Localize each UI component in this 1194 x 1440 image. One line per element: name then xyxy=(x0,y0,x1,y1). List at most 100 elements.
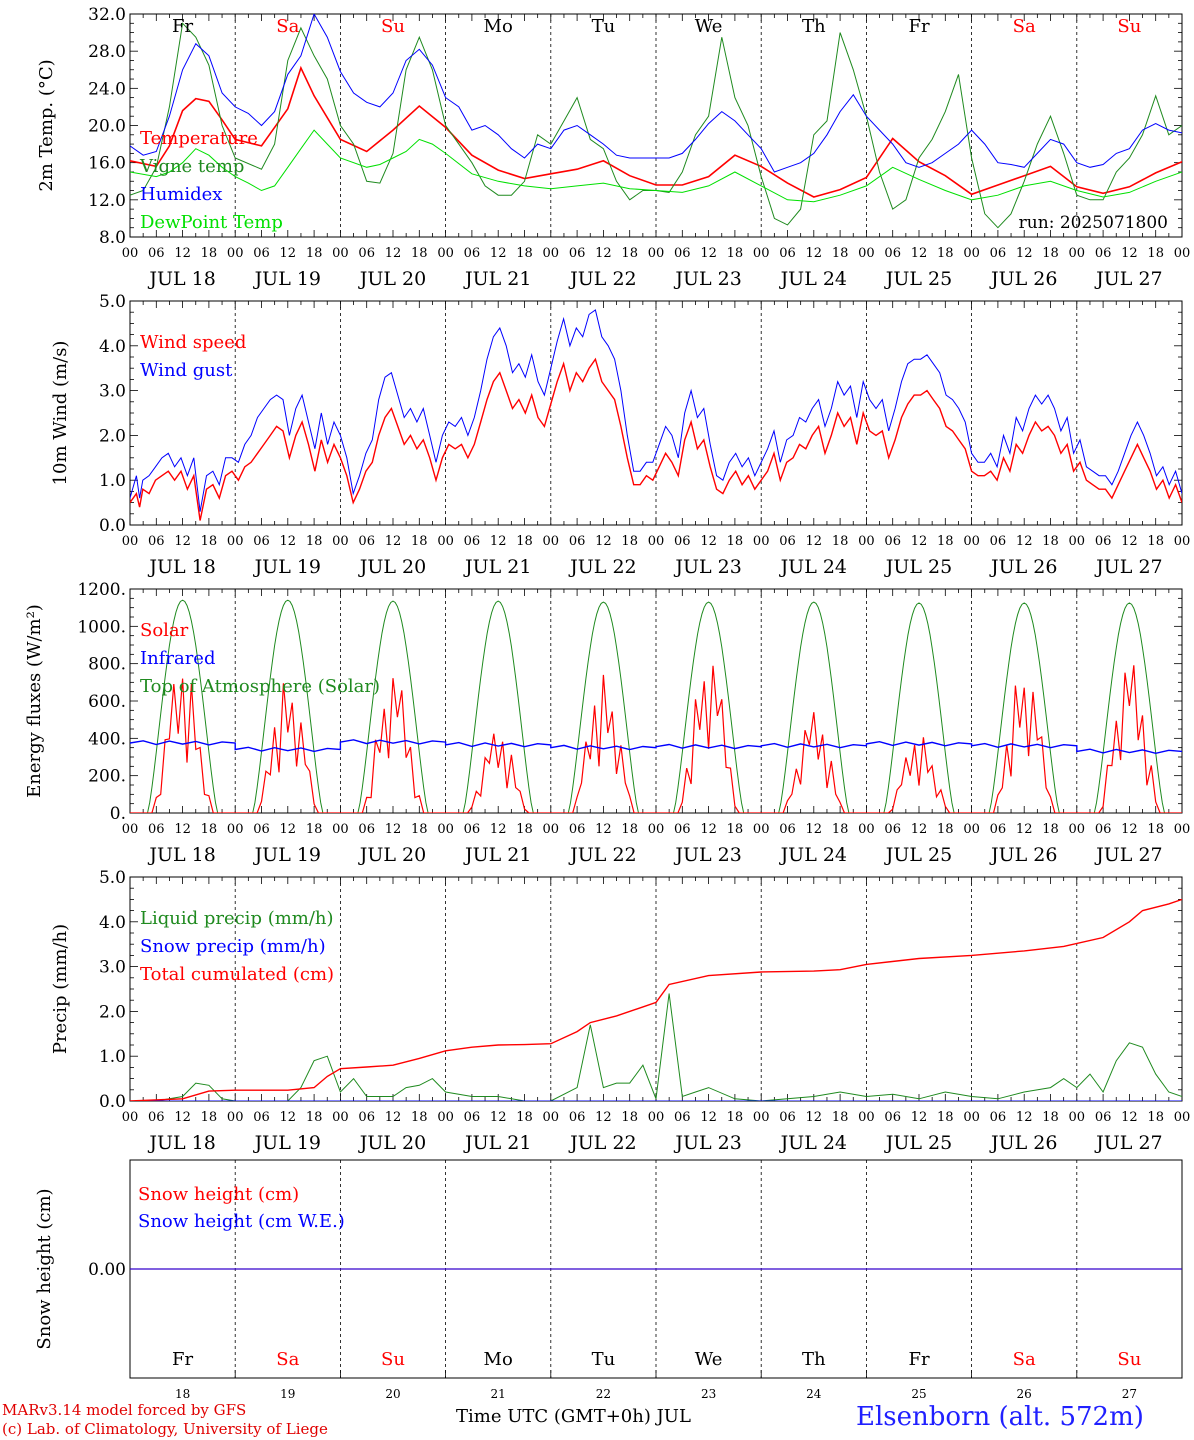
date-label: JUL 23 xyxy=(673,556,741,578)
hour-label: 06 xyxy=(1095,1110,1112,1125)
hour-label: 00 xyxy=(1174,246,1191,261)
y-tick-label: 3.0 xyxy=(99,958,126,978)
hour-label: 12 xyxy=(385,1110,402,1125)
hour-label: 06 xyxy=(674,822,691,837)
hour-label: 00 xyxy=(963,1110,980,1125)
weekday-label: Tu xyxy=(592,16,616,37)
hour-label: 12 xyxy=(1016,534,1033,549)
date-label: JUL 21 xyxy=(463,1132,531,1154)
energy-y-axis-label: Energy fluxes (W/m²) xyxy=(24,604,45,798)
y-tick-label: 1000. xyxy=(77,617,126,637)
series-wind-gust xyxy=(130,309,1182,512)
hour-label: 12 xyxy=(806,246,823,261)
hour-label: 12 xyxy=(174,822,191,837)
hour-label: 06 xyxy=(990,822,1007,837)
hour-label: 06 xyxy=(990,246,1007,261)
day-number-label: 26 xyxy=(1017,1387,1032,1401)
y-tick-label: 1.0 xyxy=(99,1047,126,1067)
hour-label: 12 xyxy=(490,246,507,261)
hour-label: 12 xyxy=(1016,1110,1033,1125)
weekday-label: Fr xyxy=(172,16,193,37)
hour-label: 12 xyxy=(174,534,191,549)
hour-label: 12 xyxy=(1121,822,1138,837)
hour-label: 12 xyxy=(490,1110,507,1125)
series-temperature xyxy=(130,65,1182,198)
hour-label: 18 xyxy=(411,534,428,549)
panel-snow xyxy=(129,1159,1183,1379)
hour-label: 06 xyxy=(569,246,586,261)
series-vigne-temp xyxy=(130,22,1182,229)
date-label: JUL 19 xyxy=(253,844,321,866)
y-tick-label: 3.0 xyxy=(99,382,126,402)
date-label: JUL 23 xyxy=(673,844,741,866)
hour-label: 12 xyxy=(490,822,507,837)
station-name: Elsenborn (alt. 572m) xyxy=(856,1402,1144,1432)
day-number-label: 23 xyxy=(701,1387,716,1401)
panel-wind xyxy=(129,300,1183,526)
hour-label: 00 xyxy=(753,1110,770,1125)
hour-label: 06 xyxy=(884,246,901,261)
hour-label: 06 xyxy=(358,534,375,549)
series-toa-solar xyxy=(130,599,1182,813)
weekday-label: Sa xyxy=(276,16,299,37)
hour-label: 12 xyxy=(280,246,297,261)
y-tick-label: 4.0 xyxy=(99,913,126,933)
hour-label: 06 xyxy=(779,534,796,549)
hour-label: 06 xyxy=(990,1110,1007,1125)
date-label: JUL 22 xyxy=(568,556,636,578)
weekday-label: Su xyxy=(381,16,405,37)
hour-label: 18 xyxy=(201,1110,218,1125)
panel-temperature xyxy=(129,13,1183,238)
hour-label: 12 xyxy=(700,822,717,837)
hour-label: 00 xyxy=(1174,1110,1191,1125)
hour-label: 12 xyxy=(911,822,928,837)
hour-label: 00 xyxy=(543,534,560,549)
hour-label: 12 xyxy=(911,246,928,261)
hour-label: 00 xyxy=(753,246,770,261)
hour-label: 00 xyxy=(1174,534,1191,549)
weekday-label: Sa xyxy=(1013,1349,1036,1370)
weekday-label: Fr xyxy=(908,1349,929,1370)
date-label: JUL 20 xyxy=(358,556,426,578)
weekday-label: Th xyxy=(802,16,826,37)
hour-label: 00 xyxy=(648,534,665,549)
weekday-label: We xyxy=(695,16,723,37)
hour-label: 12 xyxy=(700,246,717,261)
hour-label: 06 xyxy=(674,246,691,261)
y-tick-label: 600. xyxy=(88,692,126,712)
legend-entry: Vigne temp xyxy=(139,156,244,177)
date-label: JUL 26 xyxy=(989,844,1057,866)
hour-label: 06 xyxy=(148,822,165,837)
legend-entry: Humidex xyxy=(140,184,222,205)
date-label: JUL 24 xyxy=(779,844,847,866)
date-label: JUL 19 xyxy=(253,1132,321,1154)
hour-label: 18 xyxy=(727,534,744,549)
hour-label: 06 xyxy=(253,534,270,549)
series-total-cumulated-cm- xyxy=(130,898,1182,1101)
hour-label: 00 xyxy=(332,246,349,261)
hour-label: 06 xyxy=(674,534,691,549)
energy-frame xyxy=(129,588,1183,814)
hour-label: 06 xyxy=(779,822,796,837)
hour-label: 18 xyxy=(1042,534,1059,549)
weekday-label: Th xyxy=(802,1349,826,1370)
hour-label: 06 xyxy=(884,822,901,837)
hour-label: 18 xyxy=(1147,534,1164,549)
hour-label: 06 xyxy=(148,246,165,261)
hour-label: 00 xyxy=(543,1110,560,1125)
hour-label: 18 xyxy=(1147,246,1164,261)
weekday-label: Fr xyxy=(908,16,929,37)
hour-label: 12 xyxy=(595,1110,612,1125)
day-number-label: 19 xyxy=(280,1387,295,1401)
hour-label: 12 xyxy=(174,1110,191,1125)
date-label: JUL 27 xyxy=(1094,556,1162,578)
hour-label: 00 xyxy=(753,822,770,837)
hour-label: 00 xyxy=(1069,534,1086,549)
y-tick-label: 2.0 xyxy=(99,426,126,446)
hour-label: 06 xyxy=(253,822,270,837)
date-label: JUL 27 xyxy=(1094,268,1162,290)
hour-label: 06 xyxy=(464,246,481,261)
y-tick-label: 2.0 xyxy=(99,1002,126,1022)
hour-label: 18 xyxy=(1042,822,1059,837)
weekday-label: Su xyxy=(381,1349,405,1370)
